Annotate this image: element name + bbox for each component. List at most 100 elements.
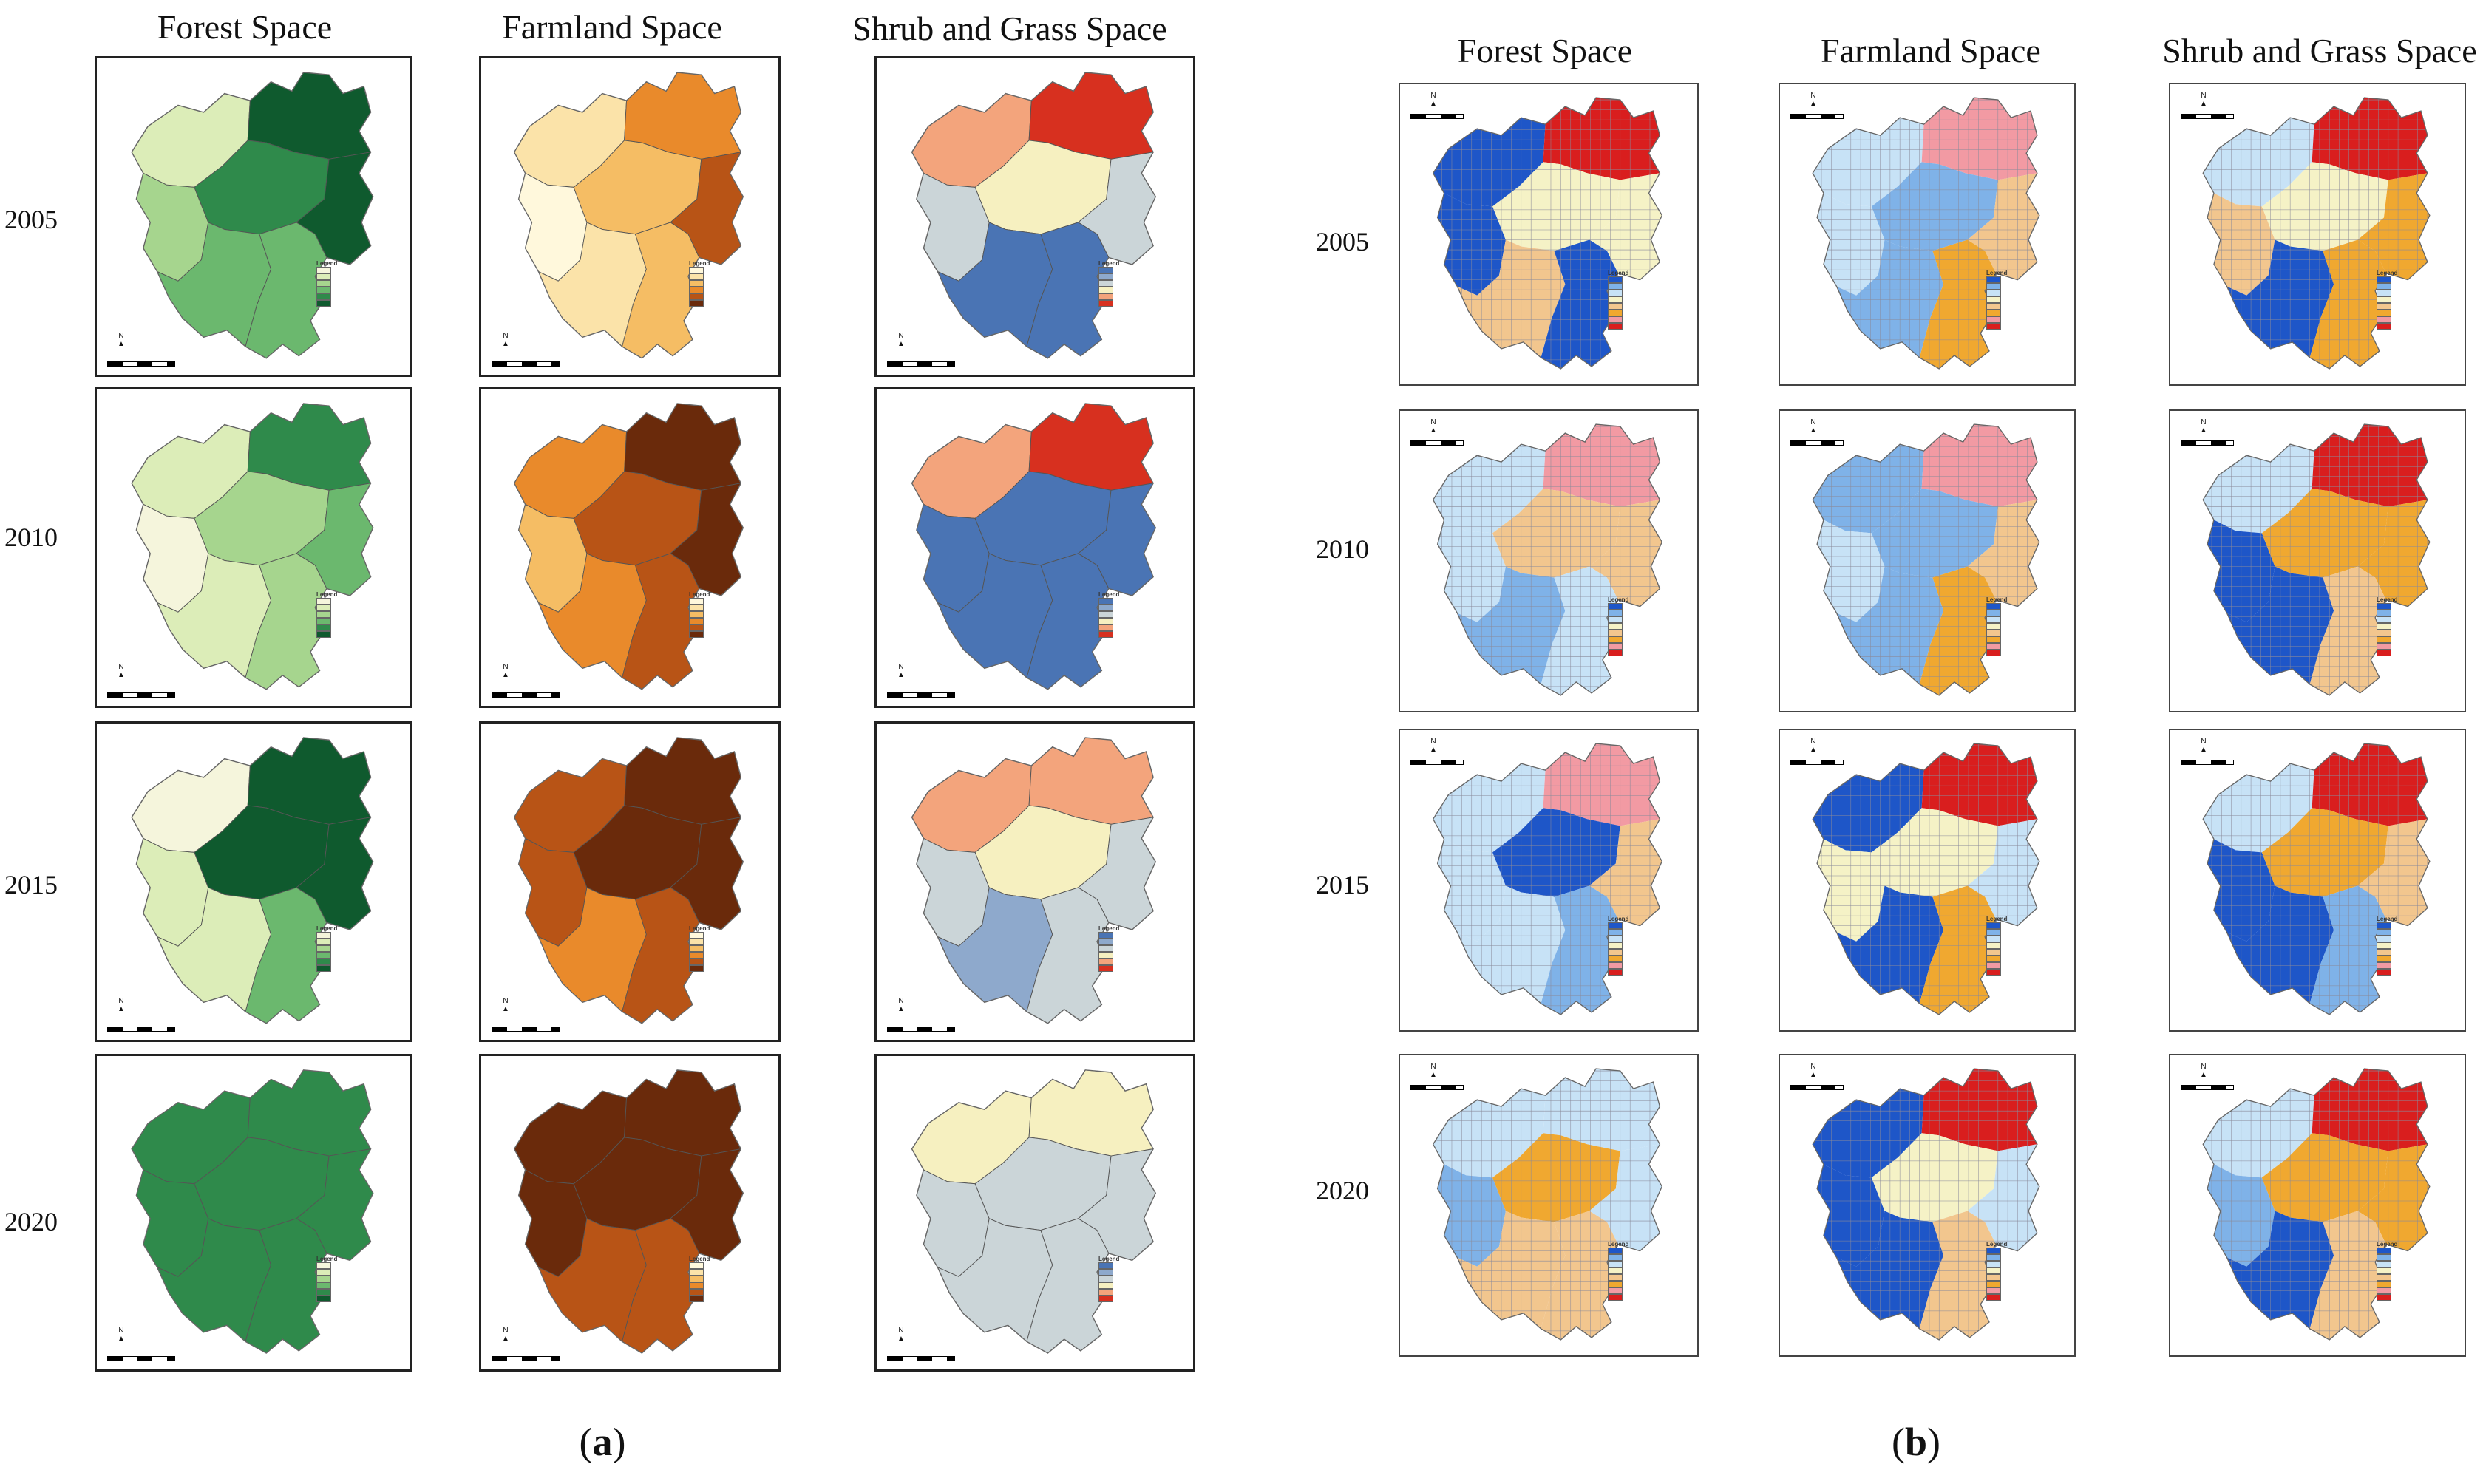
legend-swatch [1608, 276, 1623, 283]
scale-bar [107, 1356, 175, 1361]
legend-swatch [1986, 1254, 2001, 1261]
legend-swatch [2377, 922, 2391, 929]
legend-swatch [1986, 650, 2001, 656]
north-arrow-icon: N ▲ [502, 1327, 509, 1343]
map-svg [1812, 743, 2040, 1015]
legend-swatch-row [1986, 962, 2007, 969]
panel-a-row-2010: 2010 [4, 523, 58, 552]
legend-title: Legend [316, 1256, 338, 1262]
legend-title: Legend [316, 591, 338, 598]
north-arrow-letter: N [1430, 92, 1436, 100]
legend-swatch-row [1608, 616, 1628, 623]
map-svg [1432, 1068, 1663, 1341]
county-outline [1812, 97, 2040, 370]
legend-swatch-row [689, 287, 710, 293]
legend-swatch-row [689, 267, 710, 273]
legend-swatch [689, 267, 704, 273]
legend-swatch-row [1608, 942, 1628, 949]
north-arrow-icon: N ▲ [2200, 1063, 2207, 1079]
legend-swatch-row [1986, 643, 2007, 650]
legend-swatch-row [316, 1262, 337, 1269]
legend-swatch-row [1608, 323, 1628, 330]
map-legend: Legend [1608, 916, 1628, 976]
legend-swatch-row [1986, 650, 2007, 656]
legend-swatch [1986, 956, 2001, 962]
legend-swatch [1098, 631, 1113, 638]
scale-bar [1410, 114, 1464, 119]
county-outline [513, 72, 744, 359]
scale-bar [887, 1356, 955, 1361]
map-svg [1432, 423, 1663, 696]
legend-swatch [1608, 283, 1623, 290]
map-legend: Legend [1986, 916, 2007, 976]
legend-swatch-row [1098, 1269, 1119, 1276]
legend-swatch [1098, 939, 1113, 945]
legend-swatch-row [316, 932, 337, 939]
legend-swatch-row [316, 959, 337, 965]
legend-swatch-row [1986, 1267, 2007, 1274]
panel-b-title-shrub: Shrub and Grass Space [2162, 32, 2477, 69]
legend-swatch-row [1608, 303, 1628, 310]
legend-swatch [2377, 1248, 2391, 1254]
panel-a-map-farmland-2005: N ▲ Legend [479, 56, 781, 377]
region-se [1919, 566, 1996, 695]
legend-swatch-row [1608, 283, 1628, 290]
legend-swatch [1608, 623, 1623, 630]
legend-swatch-row [2377, 603, 2397, 610]
region-se [2309, 885, 2386, 1015]
legend-swatch [689, 598, 704, 605]
legend-swatch-row [1608, 1294, 1628, 1301]
north-arrow-icon: N ▲ [502, 663, 509, 679]
legend-swatch-row [1986, 323, 2007, 330]
panel-a-map-forest-2010: N ▲ Legend [95, 387, 412, 708]
legend-title: Legend [2377, 1241, 2398, 1248]
legend-swatch [689, 624, 704, 631]
legend-swatch [2377, 636, 2391, 643]
legend-swatch-row [2377, 276, 2397, 283]
panel-b-row-2010: 2010 [1316, 534, 1369, 564]
region-c [1871, 808, 1998, 897]
panel-a-title-farmland: Farmland Space [502, 8, 722, 46]
legend-swatch [1986, 929, 2001, 936]
legend-swatch-row [2377, 936, 2397, 942]
panel-a-letter: a [592, 1420, 613, 1464]
legend-swatch [1986, 949, 2001, 956]
scale-bar [492, 1027, 560, 1032]
legend-swatch-row [2377, 630, 2397, 636]
legend-swatch [1098, 624, 1113, 631]
panel-a-map-shrub-2005: N ▲ Legend [874, 56, 1195, 377]
legend-swatch-row [1098, 1289, 1119, 1296]
legend-swatch [1098, 965, 1113, 972]
legend-swatch-row [689, 280, 710, 287]
legend-swatch-row [2377, 1294, 2397, 1301]
legend-swatch [2377, 929, 2391, 936]
legend-swatch-row [1098, 293, 1119, 300]
region-ne [2312, 743, 2428, 826]
legend-swatch-row [316, 1296, 337, 1302]
north-arrow-letter: N [1430, 418, 1436, 426]
north-arrow-letter: N [898, 332, 904, 340]
legend-swatch [689, 631, 704, 638]
legend-swatch [316, 267, 331, 273]
legend-swatch-row [1098, 959, 1119, 965]
region-se [1919, 885, 1996, 1015]
legend-swatch [1608, 1294, 1623, 1301]
legend-swatch [2377, 323, 2391, 330]
map-svg [131, 72, 374, 359]
legend-swatch [316, 287, 331, 293]
legend-swatch [1098, 1276, 1113, 1282]
panel-a-title-shrub: Shrub and Grass Space [852, 10, 1167, 47]
legend-swatch [2377, 650, 2391, 656]
legend-swatch [1986, 290, 2001, 296]
legend-swatch-row [1098, 939, 1119, 945]
legend-swatch-row [1986, 1248, 2007, 1254]
north-arrow-letter: N [898, 663, 904, 671]
north-arrow-icon: N ▲ [1430, 1063, 1437, 1079]
legend-swatch [1608, 610, 1623, 616]
legend-swatch [689, 1262, 704, 1269]
legend-swatch-row [316, 1282, 337, 1289]
legend-swatch-row [316, 605, 337, 611]
legend-swatch [1608, 1248, 1623, 1254]
north-arrow-letter: N [1810, 1063, 1816, 1071]
legend-swatch [1986, 643, 2001, 650]
